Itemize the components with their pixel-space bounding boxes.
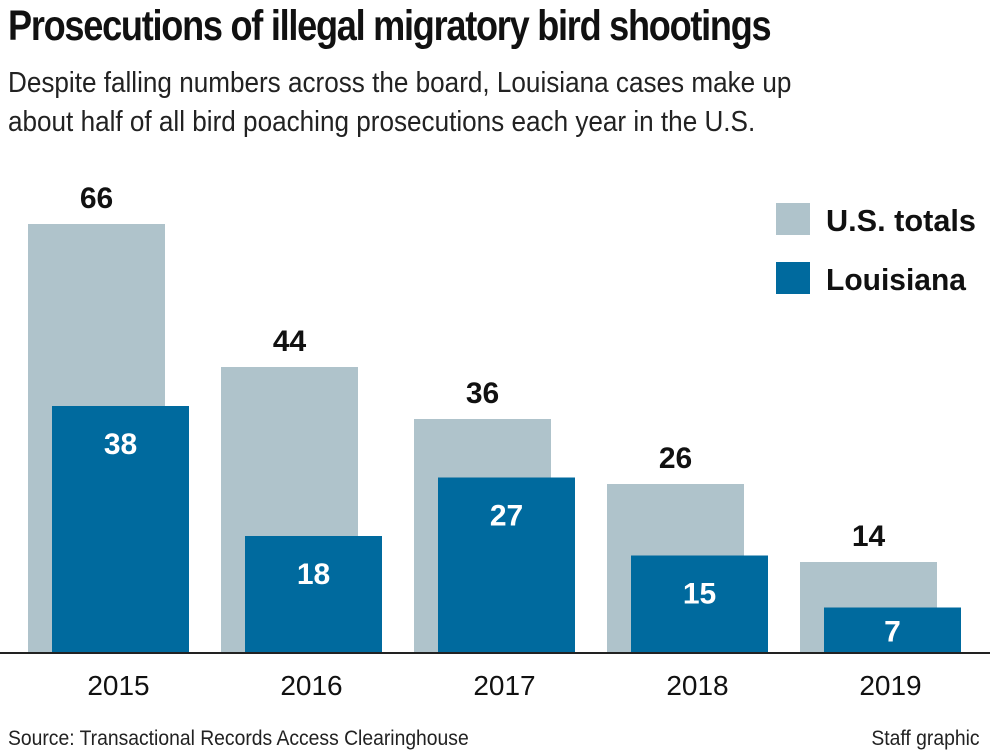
us-totals-value-label-2015: 66 xyxy=(80,182,113,215)
x-tick-label-2017: 2017 xyxy=(473,670,535,701)
us-totals-value-label-2017: 36 xyxy=(466,377,499,410)
x-tick-label-2019: 2019 xyxy=(859,670,921,701)
louisiana-value-label-2018: 15 xyxy=(683,578,716,611)
louisiana-value-label-2015: 38 xyxy=(104,428,137,461)
x-tick-label-2015: 2015 xyxy=(87,670,149,701)
louisiana-bar-2016 xyxy=(245,536,382,653)
source-note: Source: Transactional Records Access Cle… xyxy=(8,727,469,750)
louisiana-bar-2019 xyxy=(824,607,961,653)
louisiana-value-label-2017: 27 xyxy=(490,500,523,533)
subtitle-line-2: about half of all bird poaching prosecut… xyxy=(8,106,756,138)
louisiana-value-label-2016: 18 xyxy=(297,558,330,591)
us-totals-value-label-2018: 26 xyxy=(659,442,692,475)
legend-label-us-totals: U.S. totals xyxy=(826,203,976,238)
legend-swatch-louisiana xyxy=(776,262,810,294)
us-totals-value-label-2016: 44 xyxy=(273,325,307,358)
louisiana-bar-2017 xyxy=(438,477,575,653)
chart-title: Prosecutions of illegal migratory bird s… xyxy=(8,2,772,50)
subtitle-line-1: Despite falling numbers across the board… xyxy=(8,67,792,99)
legend-label-louisiana: Louisiana xyxy=(826,262,967,297)
louisiana-bar-2015 xyxy=(52,406,189,653)
us-totals-value-label-2019: 14 xyxy=(852,520,886,553)
staff-credit: Staff graphic xyxy=(871,727,980,750)
legend-swatch-us-totals xyxy=(776,203,810,235)
louisiana-bar-2018 xyxy=(631,555,768,653)
louisiana-value-label-2019: 7 xyxy=(884,615,901,648)
chart-subtitle: Despite falling numbers across the board… xyxy=(8,64,980,142)
x-tick-label-2018: 2018 xyxy=(666,670,728,701)
x-tick-label-2016: 2016 xyxy=(280,670,342,701)
